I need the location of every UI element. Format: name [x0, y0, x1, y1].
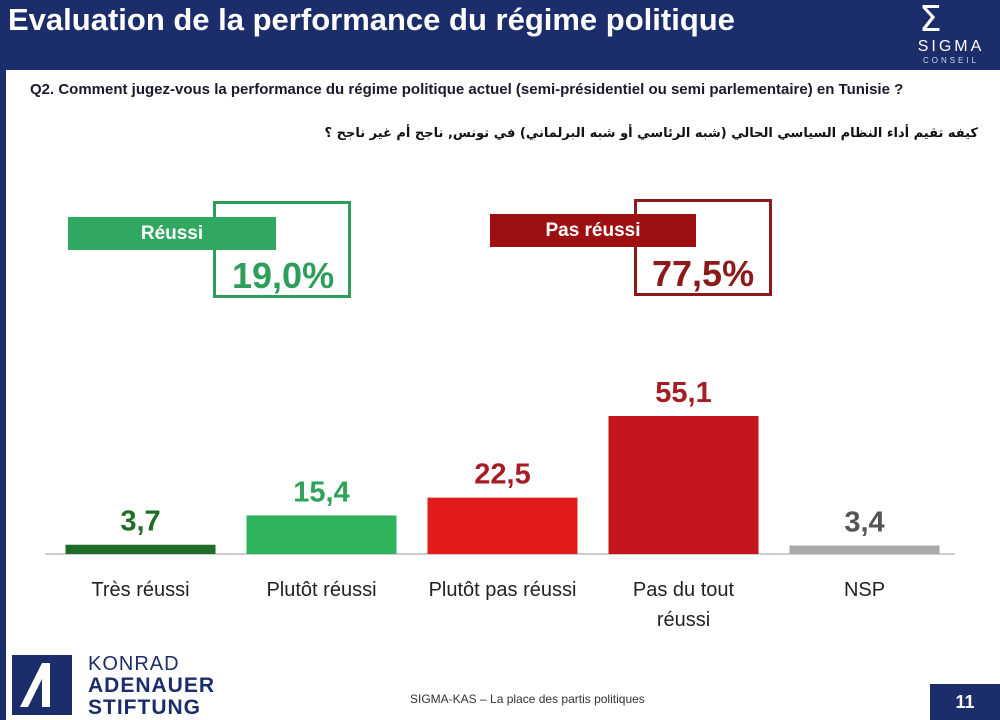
bar-4 — [789, 545, 940, 554]
category-label-0: Très réussi — [91, 579, 189, 601]
category-label-2: Plutôt pas réussi — [429, 579, 577, 601]
question-text-fr: Q2. Comment jugez-vous la performance du… — [30, 81, 904, 98]
data-label-0: 3,7 — [120, 506, 160, 538]
kas-logo-icon — [12, 655, 72, 715]
failure-summary-box — [634, 199, 772, 296]
page-title: Evaluation de la performance du régime p… — [8, 2, 735, 37]
bar-1 — [246, 515, 397, 554]
success-summary-value: 19,0% — [232, 255, 335, 296]
data-label-2: 22,5 — [474, 459, 530, 491]
sigma-icon: Σ — [919, 0, 942, 40]
data-label-1: 15,4 — [293, 476, 349, 508]
bar-0 — [65, 544, 216, 554]
data-label-3: 55,1 — [655, 377, 711, 409]
footer-source: SIGMA-KAS – La place des partis politiqu… — [410, 692, 645, 706]
content-frame — [0, 70, 1000, 720]
sigma-logo: Σ SIGMA CONSEIL — [905, 2, 997, 68]
category-label-1: Plutôt réussi — [266, 579, 376, 601]
failure-summary-label: Pas réussi — [490, 214, 696, 247]
kas-name-line1: KONRAD — [88, 653, 180, 675]
failure-summary-value: 77,5% — [652, 253, 755, 294]
header-bar: Evaluation de la performance du régime p… — [0, 0, 1000, 70]
bar-2 — [427, 497, 578, 554]
category-label-3-line-0: Pas du tout — [633, 579, 735, 601]
data-label-4: 3,4 — [844, 506, 884, 538]
page-number: 11 — [930, 684, 1000, 720]
question-text-ar: كيفه تقيم أداء النظام السياسي الحالي (شب… — [324, 126, 978, 141]
success-summary-label: Réussi — [68, 217, 276, 250]
sigma-logo-name: SIGMA — [917, 38, 985, 55]
category-label-4: NSP — [844, 579, 885, 601]
kas-name-line2: ADENAUER — [88, 674, 216, 697]
sigma-logo-sub: CONSEIL — [922, 56, 980, 65]
bar-3 — [608, 416, 759, 554]
kas-name-line3: STIFTUNG — [88, 696, 201, 719]
category-label-3-line-1: réussi — [657, 609, 710, 631]
